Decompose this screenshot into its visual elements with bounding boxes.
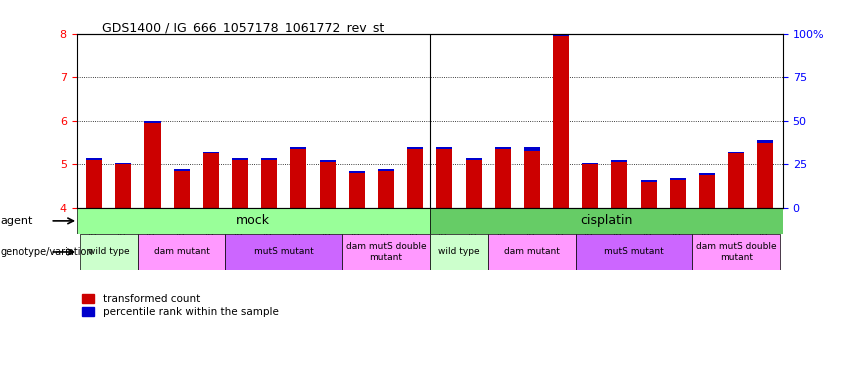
Bar [349,171,365,173]
Bar [465,158,482,160]
Text: wild type: wild type [438,248,480,256]
Text: dam mutS double
mutant: dam mutS double mutant [346,242,426,262]
Bar [670,178,686,180]
Bar [290,147,306,149]
Bar [524,151,540,208]
Bar [232,160,248,208]
Bar [488,234,575,270]
Text: dam mutant: dam mutant [504,248,560,256]
Bar [430,234,488,270]
Bar [641,180,657,182]
Bar [145,121,161,123]
Bar [342,234,430,270]
Bar [430,208,783,234]
Bar [203,152,219,153]
Bar [261,158,277,160]
Bar [728,153,745,208]
Bar [261,160,277,208]
Bar [641,182,657,208]
Bar [115,163,131,164]
Bar [582,163,598,164]
Bar [437,149,453,208]
Text: agent: agent [1,216,33,226]
Text: mutS mutant: mutS mutant [254,248,314,256]
Bar [349,173,365,208]
Bar [612,162,627,208]
Bar [320,160,335,162]
Bar [174,171,190,208]
Text: mutS mutant: mutS mutant [604,248,664,256]
Bar [575,234,693,270]
Bar [494,147,511,149]
Bar [232,158,248,160]
Bar [582,164,598,208]
Text: cisplatin: cisplatin [580,214,632,227]
Text: wild type: wild type [88,248,129,256]
Bar [553,32,569,36]
Bar [86,160,102,208]
Bar [320,162,335,208]
Bar [407,149,423,208]
Bar [699,175,715,208]
Bar [77,208,430,234]
Bar [553,36,569,208]
Bar [670,180,686,208]
Bar [494,149,511,208]
Bar [612,160,627,162]
Bar [437,147,453,149]
Text: GDS1400 / IG_666_1057178_1061772_rev_st: GDS1400 / IG_666_1057178_1061772_rev_st [102,21,385,34]
Bar [699,174,715,175]
Text: dam mutant: dam mutant [154,248,209,256]
Bar [757,140,774,142]
Bar [728,152,745,153]
Bar [79,234,138,270]
Bar [290,149,306,208]
Bar [203,153,219,208]
Bar [378,171,394,208]
Bar [407,147,423,149]
Bar [86,158,102,160]
Legend: transformed count, percentile rank within the sample: transformed count, percentile rank withi… [82,294,278,317]
Bar [115,164,131,208]
Bar [465,160,482,208]
Bar [226,234,342,270]
Bar [693,234,780,270]
Bar [378,169,394,171]
Bar [524,147,540,151]
Bar [145,123,161,208]
Text: mock: mock [237,214,270,227]
Text: dam mutS double
mutant: dam mutS double mutant [696,242,776,262]
Bar [757,142,774,208]
Text: genotype/variation: genotype/variation [1,247,94,257]
Bar [174,169,190,171]
Bar [138,234,226,270]
